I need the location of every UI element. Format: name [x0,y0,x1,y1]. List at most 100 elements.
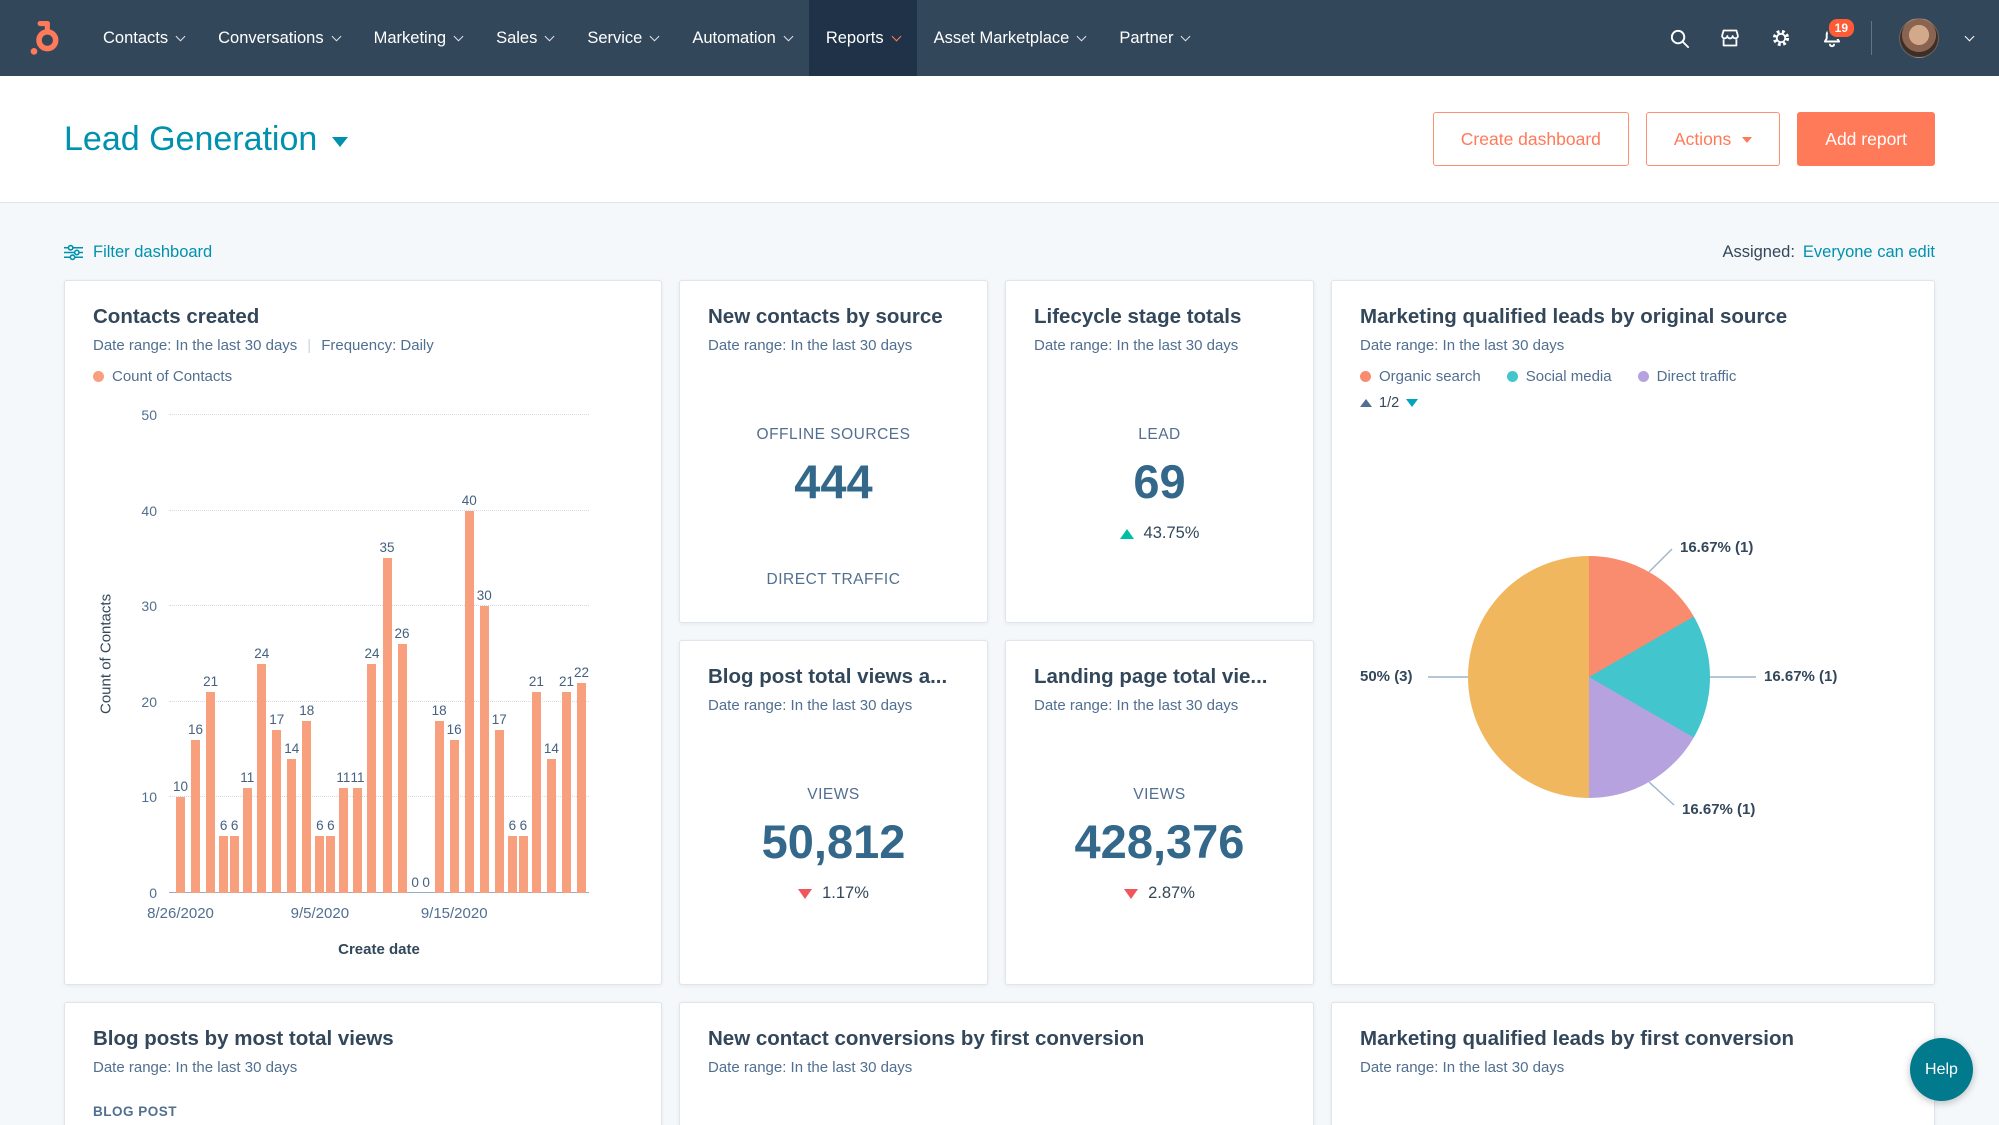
bar [326,835,336,893]
card-subtitle: Date range: In the last 30 days [708,697,959,714]
bar-value-label: 17 [269,712,285,728]
notifications-bell-icon[interactable]: 19 [1820,17,1856,50]
add-report-button[interactable]: Add report [1797,112,1935,166]
legend-label: Direct traffic [1656,368,1737,385]
bar-value-label: 18 [431,702,447,718]
bar-column: 30 [477,415,492,893]
nav-item-conversations[interactable]: Conversations [201,0,356,76]
metric-label: LEAD [1138,426,1181,443]
bar-value-label: 21 [203,674,219,690]
legend-page-down-icon[interactable] [1406,399,1419,407]
bar [315,835,325,893]
card-new-contact-conversions: New contact conversions by first convers… [679,1002,1314,1125]
legend-label: Count of Contacts [112,368,233,385]
nav-item-automation[interactable]: Automation [675,0,808,76]
actions-chevron-down-icon [1742,137,1753,143]
date-range: Date range: In the last 30 days [1360,1059,1565,1076]
bar-value-label: 18 [299,702,315,718]
legend-item[interactable]: Direct traffic [1637,368,1737,385]
nav-item-label: Service [587,28,643,47]
bar [507,835,517,893]
create-dashboard-button[interactable]: Create dashboard [1432,112,1629,166]
bar-value-label: 21 [528,674,544,690]
card-title[interactable]: Marketing qualified leads by original so… [1360,305,1788,328]
nav-item-label: Marketing [373,28,447,47]
nav-divider [1871,21,1872,55]
delta-value: 1.17% [822,884,869,902]
bar-column: 21 [559,415,574,893]
bars: 10 8/26/2020 16 21 6 6 11 24 17 14 18 6 9/5/2020 6 11 1… [147,415,590,922]
marketplace-icon[interactable] [1718,26,1742,50]
bar [242,787,252,893]
card-title[interactable]: New contact conversions by first convers… [708,1027,1145,1050]
legend-item[interactable]: Count of Contacts [93,368,232,385]
bar [272,730,282,893]
metric-area: VIEWS 428,376 2.87% [1034,786,1285,903]
top-nav: Contacts Conversations Marketing Sales Servi… [0,0,1999,76]
nav-item-service[interactable]: Service [570,0,675,76]
contacts-created-bar-chart: Count of Contacts 0 10 20 30 40 50 10 8/26/202… [93,407,633,922]
actions-button[interactable]: Actions [1645,112,1781,166]
card-title[interactable]: Marketing qualified leads by first conve… [1360,1027,1795,1050]
bar [434,720,444,893]
filter-dashboard-label: Filter dashboard [93,243,213,261]
legend-item[interactable]: Organic search [1360,368,1481,385]
card-title[interactable]: Contacts created [93,305,260,328]
bar-value-label: 22 [573,664,590,680]
bar-column: 21 [203,415,218,893]
hubspot-logo-icon[interactable] [22,16,66,60]
nav-item-partner[interactable]: Partner [1102,0,1206,76]
bar-value-label: 11 [350,769,365,785]
bar [494,730,504,893]
nav-item-contacts[interactable]: Contacts [86,0,201,76]
assigned-value-link[interactable]: Everyone can edit [1802,243,1935,261]
x-axis-label: Create date [338,941,420,958]
card-title[interactable]: Blog posts by most total views [93,1027,394,1050]
filter-dashboard-link[interactable]: Filter dashboard [64,243,212,262]
legend-item[interactable]: Social media [1506,368,1612,385]
card-mql-by-first-conversion: Marketing qualified leads by first conve… [1331,1002,1935,1125]
card-title[interactable]: Lifecycle stage totals [1034,305,1242,328]
legend-page-up-icon[interactable] [1360,399,1372,407]
card-title[interactable]: New contacts by source [708,305,943,328]
settings-gear-icon[interactable] [1769,26,1793,50]
bar-value-label: 40 [461,492,477,508]
search-icon[interactable] [1668,27,1691,50]
bar-column: 6 [325,415,336,893]
bar-column: 35 [379,415,395,893]
down-triangle-icon [1124,888,1139,899]
pie-slice-label: 16.67% (1) [1682,801,1756,818]
bar [518,835,528,893]
bar-value-label: 14 [543,741,559,757]
table-column-header: BLOG POST [93,1104,178,1119]
nav-item-marketing[interactable]: Marketing [357,0,479,76]
help-button[interactable]: Help [1910,1038,1973,1101]
bar [302,720,312,893]
bar [546,759,556,893]
create-dashboard-label: Create dashboard [1460,128,1601,149]
avatar-chevron-down-icon[interactable] [1964,31,1975,41]
card-subtitle: Date range: In the last 30 days [93,1059,633,1076]
chevron-down-icon [783,31,794,41]
chart-legend: Count of Contacts [93,368,633,385]
bar-column: 6 [229,415,240,893]
bar-column: 17 [492,415,507,893]
nav-item-reports[interactable]: Reports [808,0,917,76]
nav-item-sales[interactable]: Sales [479,0,570,76]
filter-sliders-icon [64,244,83,261]
card-new-contacts-by-source: New contacts by source Date range: In th… [679,280,988,623]
legend-label: Social media [1525,368,1612,385]
bar [338,787,348,893]
bar-column: 40 [462,415,477,893]
nav-items: Contacts Conversations Marketing Sales Servi… [86,0,1206,76]
card-subtitle: Date range: In the last 30 days [1034,697,1285,714]
x-axis-tick: 9/15/2020 [420,905,488,922]
nav-item-asset-marketplace[interactable]: Asset Marketplace [917,0,1103,76]
card-subtitle: Date range: In the last 30 days [1360,1059,1906,1076]
card-title[interactable]: Landing page total vie... [1034,665,1268,688]
dashboard-title-select[interactable]: Lead Generation [64,120,349,159]
card-title[interactable]: Blog post total views a... [708,665,948,688]
source-metric: DIRECT TRAFFIC [767,571,901,589]
avatar[interactable] [1899,18,1939,58]
bar-column: 6 [518,415,529,893]
